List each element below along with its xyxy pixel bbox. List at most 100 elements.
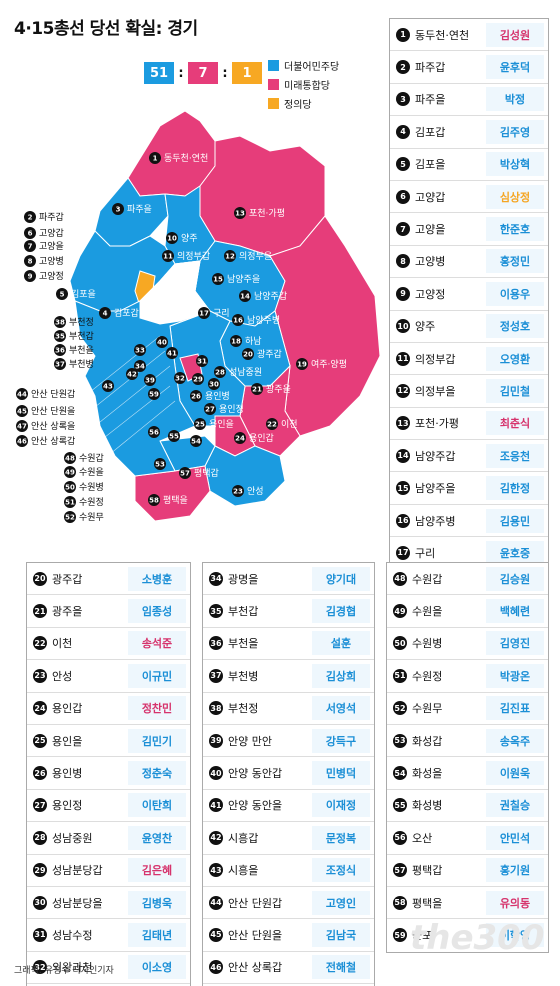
upp-seats: 7	[188, 62, 218, 84]
pin-marker	[54, 316, 66, 328]
district-number: 56	[393, 830, 407, 845]
pin-label: 안산 단원갑	[31, 388, 75, 400]
map-pin-43: 43	[102, 380, 114, 392]
district-name: 남양주병	[415, 514, 456, 528]
pin-label: 광주을	[266, 383, 291, 395]
legend-label: 정의당	[284, 100, 312, 111]
pin-marker	[148, 494, 160, 506]
legend-item-justice: 정의당	[268, 94, 339, 113]
district-name: 광주을	[52, 605, 83, 619]
pin-label: 수원병	[79, 482, 104, 493]
pin-marker	[54, 344, 66, 356]
result-row: 51 수원정 박광온	[387, 660, 548, 693]
pin-label: 용인갑	[249, 432, 274, 444]
district-number: 5	[396, 157, 410, 172]
pin-marker	[214, 366, 226, 378]
result-row: 55 화성병 권칠승	[387, 790, 548, 823]
pin-number: 53	[155, 461, 165, 469]
result-row: 32 의왕과천 이소영	[27, 952, 190, 985]
map-pin-21: 21 광주을	[251, 383, 291, 395]
result-row: 6 고양갑 심상정	[390, 181, 548, 214]
pin-number: 50	[65, 484, 75, 492]
map-pin-24: 24 용인갑	[234, 432, 274, 444]
district-number: 28	[33, 830, 47, 845]
district-number: 45	[209, 927, 223, 942]
pin-marker	[16, 405, 28, 417]
district-number: 31	[33, 927, 47, 942]
map-pin-1: 1 동두천·연천	[149, 152, 208, 164]
pin-marker	[24, 255, 36, 267]
map-pin-26: 26 용인병	[190, 390, 230, 402]
result-row: 40 안양 동안갑 민병덕	[203, 757, 374, 790]
seoul-area	[139, 260, 211, 325]
map-pin-51: 51 수원정	[64, 496, 104, 508]
pin-label: 동두천·연천	[164, 153, 208, 164]
winner-name: 윤호중	[486, 540, 544, 565]
district-number: 51	[393, 668, 407, 683]
winner-name: 설훈	[312, 631, 370, 656]
winner-name: 윤후덕	[486, 55, 544, 80]
district-number: 46	[209, 960, 223, 975]
district-number: 11	[396, 351, 410, 366]
pin-label: 부천정	[69, 317, 94, 328]
map-pin-17: 17 구리	[198, 307, 230, 319]
pin-number: 31	[197, 358, 207, 366]
result-row: 49 수원을 백혜련	[387, 595, 548, 628]
pin-number: 49	[65, 469, 75, 477]
pin-marker	[166, 347, 178, 359]
graphic-credit: 그래픽: 유정수 디자인기자	[14, 966, 114, 976]
result-row: 48 수원갑 김승원	[387, 563, 548, 596]
pin-label: 이천	[281, 419, 298, 430]
pin-number: 30	[209, 381, 219, 389]
district-number: 15	[396, 481, 410, 496]
district-name: 광주갑	[52, 572, 83, 586]
result-row: 7 고양을 한준호	[390, 213, 548, 246]
results-table-1-19: 1 동두천·연천 김성원 2 파주갑 윤후덕 3 파주을 박정 4 김포갑 김주영 5 김포을 박상혁 6 고양…	[389, 18, 549, 636]
winner-name: 송석준	[128, 631, 186, 656]
winner-name: 한준호	[486, 217, 544, 242]
winner-name: 김병욱	[128, 890, 186, 915]
results-table-48-59: 48 수원갑 김승원 49 수원을 백혜련 50 수원병 김영진 51 수원정 박광온 52 수원무 김진표…	[386, 562, 549, 953]
pin-label: 수원갑	[79, 452, 104, 464]
pin-number: 32	[175, 375, 185, 383]
district-number: 2	[396, 60, 410, 75]
result-row: 37 부천병 김상희	[203, 660, 374, 693]
pin-label: 고양병	[39, 256, 64, 267]
winner-name: 박광온	[486, 663, 544, 688]
winner-name: 최춘식	[486, 411, 544, 436]
pin-number: 22	[267, 421, 277, 429]
pin-marker	[266, 418, 278, 430]
pin-marker	[251, 383, 263, 395]
pin-number: 40	[157, 339, 167, 347]
district-number: 36	[209, 636, 223, 651]
result-row: 12 의정부을 김민철	[390, 375, 548, 408]
pin-number: 35	[55, 333, 65, 341]
pin-marker	[156, 336, 168, 348]
pin-number: 6	[28, 230, 33, 238]
result-row: 42 시흥갑 문정복	[203, 822, 374, 855]
pin-marker	[24, 211, 36, 223]
winner-name: 이용우	[486, 281, 544, 306]
pin-label: 부천갑	[69, 330, 94, 342]
district-number: 23	[33, 668, 47, 683]
winner-name: 안민석	[486, 825, 544, 850]
map-pin-25: 25 용인을	[194, 418, 234, 430]
pin-label: 부천병	[69, 359, 94, 370]
pin-marker	[234, 432, 246, 444]
pin-label: 용인을	[209, 419, 234, 430]
map-pin-36: 36 부천을	[54, 344, 94, 356]
pin-marker	[24, 227, 36, 239]
result-row: 29 성남분당갑 김은혜	[27, 855, 190, 887]
district-name: 안산 단원을	[228, 928, 283, 942]
pin-marker	[16, 435, 28, 447]
pin-number: 37	[55, 361, 65, 369]
district-name: 안양 만안	[228, 734, 272, 748]
map-pin-39: 39	[144, 374, 156, 386]
score-separator: :	[222, 65, 228, 81]
district-name: 수원정	[412, 669, 443, 683]
legend-swatch	[268, 98, 279, 109]
pin-number: 51	[65, 499, 75, 507]
pin-marker	[16, 420, 28, 432]
pin-marker	[24, 240, 36, 252]
district-name: 남양주을	[415, 482, 456, 496]
